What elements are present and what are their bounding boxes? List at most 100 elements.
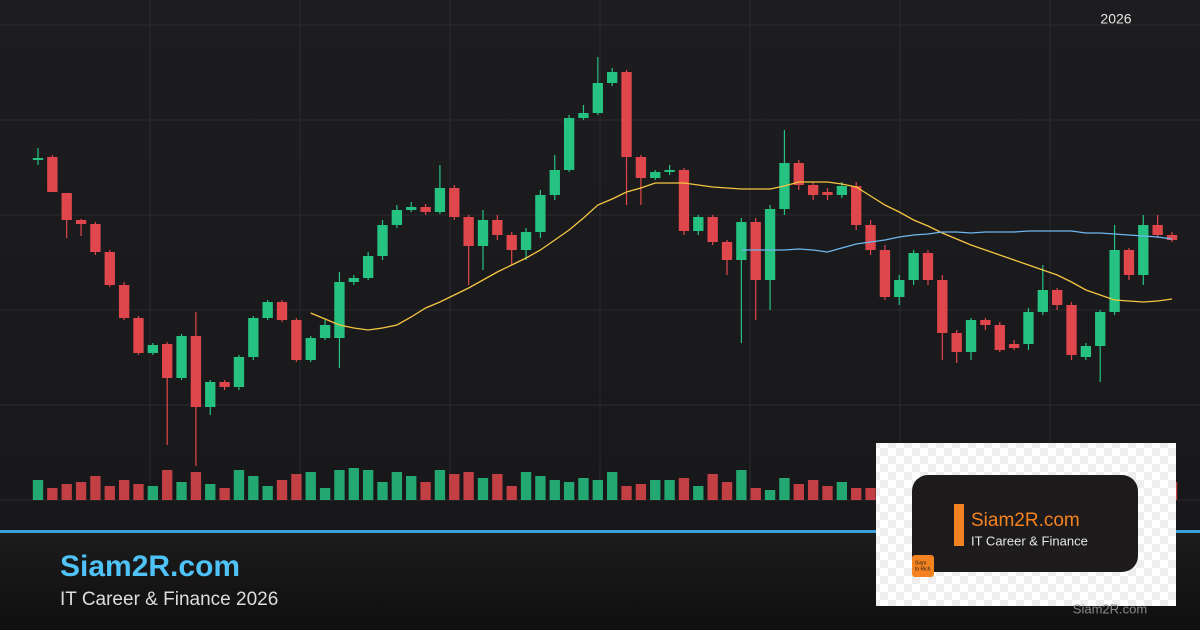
volume-bar [621,486,632,500]
volume-bar [118,480,130,500]
volume-bar [262,486,273,500]
candle-body [262,302,273,318]
volume-bar [406,476,417,500]
candle-body [836,186,848,195]
candle-body [32,158,44,160]
candle-body [937,280,948,333]
volume-bar [133,484,144,500]
candle-body [449,188,460,217]
volume-bar [348,468,359,500]
volume-bar [233,470,245,500]
candle-body [147,345,159,353]
volume-bar [305,472,316,500]
volume-bar [190,472,202,500]
candle-body [664,170,675,172]
volume-bar [248,476,259,500]
volume-bar [334,470,345,500]
logo-card: Siam2R.com IT Career & Finance Siam to R… [876,443,1176,606]
logo-title: Siam2R.com [971,510,1080,531]
volume-bar [362,470,374,500]
candle-body [592,83,603,113]
logo-panel [912,475,1138,572]
volume-bar [32,480,44,500]
volume-bar [420,482,431,500]
candle-body [47,157,58,192]
candle-body [563,118,575,170]
volume-bar [851,488,862,500]
volume-bar [492,474,503,500]
volume-bar [721,482,733,500]
candle-body [721,242,733,260]
brand-title: Siam2R.com [60,550,240,583]
candle-body [420,207,431,212]
volume-bar [736,470,747,500]
candle-body [807,185,819,195]
year-label: 2026 [1100,11,1131,27]
candle-body [736,222,747,260]
candle-body [535,195,546,232]
candle-body [1066,305,1077,355]
candle-body [434,188,446,212]
candle-body [693,217,704,231]
candle-body [764,209,776,280]
candle-body [1095,312,1106,346]
volume-bar [836,482,848,500]
watermark: Siam2R.com [1073,601,1147,616]
candle-body [477,220,489,246]
candle-body [75,220,87,224]
volume-bar [47,488,58,500]
volume-bar [391,472,403,500]
candle-body [635,157,647,178]
candle-body [520,232,532,250]
candle-body [362,256,374,278]
volume-bar [635,484,647,500]
candle-body [1008,344,1020,348]
candle-body [190,336,202,407]
logo-icon [912,555,934,577]
volume-bar [276,480,288,500]
volume-bar [578,478,589,500]
candle-body [549,170,560,195]
candle-body [980,320,991,325]
candle-body [118,285,130,318]
volume-bar [678,478,690,500]
logo-subtitle: IT Career & Finance [971,533,1088,548]
volume-bar [764,490,776,500]
candle-body [1123,250,1135,275]
candle-body [908,253,919,280]
volume-bar [779,478,790,500]
candle-body [1109,250,1120,312]
candle-body [578,113,589,118]
candle-body [1080,346,1092,357]
volume-bar [377,482,388,500]
candle-body [205,382,216,407]
volume-bar [219,488,230,500]
volume-bar [793,484,804,500]
candle-body [319,325,331,338]
volume-bar [693,486,704,500]
candle-body [305,338,316,360]
volume-bar [535,476,546,500]
brand-subtitle: IT Career & Finance 2026 [60,589,278,610]
candle-body [90,224,101,252]
volume-bar [176,482,187,500]
volume-bar [592,480,603,500]
candle-body [406,207,417,210]
volume-bar [162,470,173,500]
volume-bar [90,476,101,500]
volume-bar [664,480,675,500]
volume-bar [865,488,876,500]
candle-body [1023,312,1034,344]
volume-bar [147,486,159,500]
candle-body [492,220,503,235]
candle-body [822,192,833,195]
candle-body [879,250,891,297]
volume-bar [822,486,833,500]
moving-average [741,230,1173,253]
volume-bar [707,474,718,500]
volume-bar [549,480,560,500]
candle-body [391,210,403,225]
volume-bar [506,486,517,500]
candle-body [707,217,718,242]
candle-body [965,320,977,352]
